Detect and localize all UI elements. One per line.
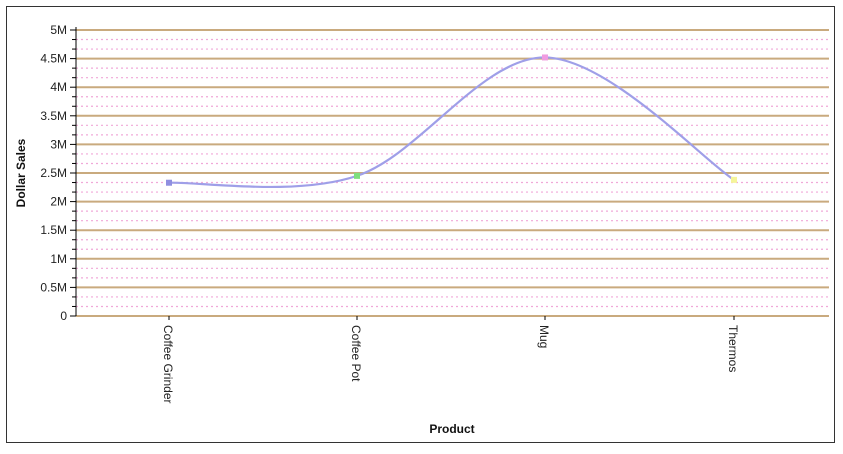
y-axis-title: Dollar Sales [14, 138, 28, 207]
data-point[interactable] [542, 54, 548, 61]
series-line-group [168, 56, 735, 189]
x-tick-label: Mug [537, 325, 551, 348]
y-tick-label: 2.5M [40, 166, 67, 180]
axes: 0 0.5M 1M 1.5M 2M 2.5M 3M 3.5M 4M 4.5M 5M Coffee Gr… [40, 23, 740, 404]
y-tick-label: 4.5M [40, 52, 67, 66]
data-markers [166, 54, 737, 186]
y-tick-label: 3.5M [40, 109, 67, 123]
x-tick-label: Coffee Grinder [161, 325, 175, 404]
data-point[interactable] [354, 172, 360, 179]
y-tick-label: 5M [50, 23, 67, 37]
chart-frame: 0 0.5M 1M 1.5M 2M 2.5M 3M 3.5M 4M 4.5M 5M Coffee Gr… [6, 6, 835, 443]
x-tick-label: Coffee Pot [349, 325, 363, 382]
data-point[interactable] [731, 176, 737, 183]
y-tick-label: 1.5M [40, 223, 67, 237]
data-point[interactable] [166, 179, 172, 186]
x-tick-label: Thermos [726, 325, 740, 372]
gridlines [76, 29, 829, 317]
y-tick-label: 4M [50, 80, 67, 94]
y-tick-label: 2M [50, 195, 67, 209]
chart-canvas: 0 0.5M 1M 1.5M 2M 2.5M 3M 3.5M 4M 4.5M 5M Coffee Gr… [14, 23, 829, 436]
y-tick-label: 0 [60, 309, 67, 323]
y-tick-label: 0.5M [40, 280, 67, 294]
x-axis-title: Product [429, 422, 474, 436]
series-line [168, 56, 735, 189]
y-tick-label: 1M [50, 252, 67, 266]
y-tick-label: 3M [50, 137, 67, 151]
